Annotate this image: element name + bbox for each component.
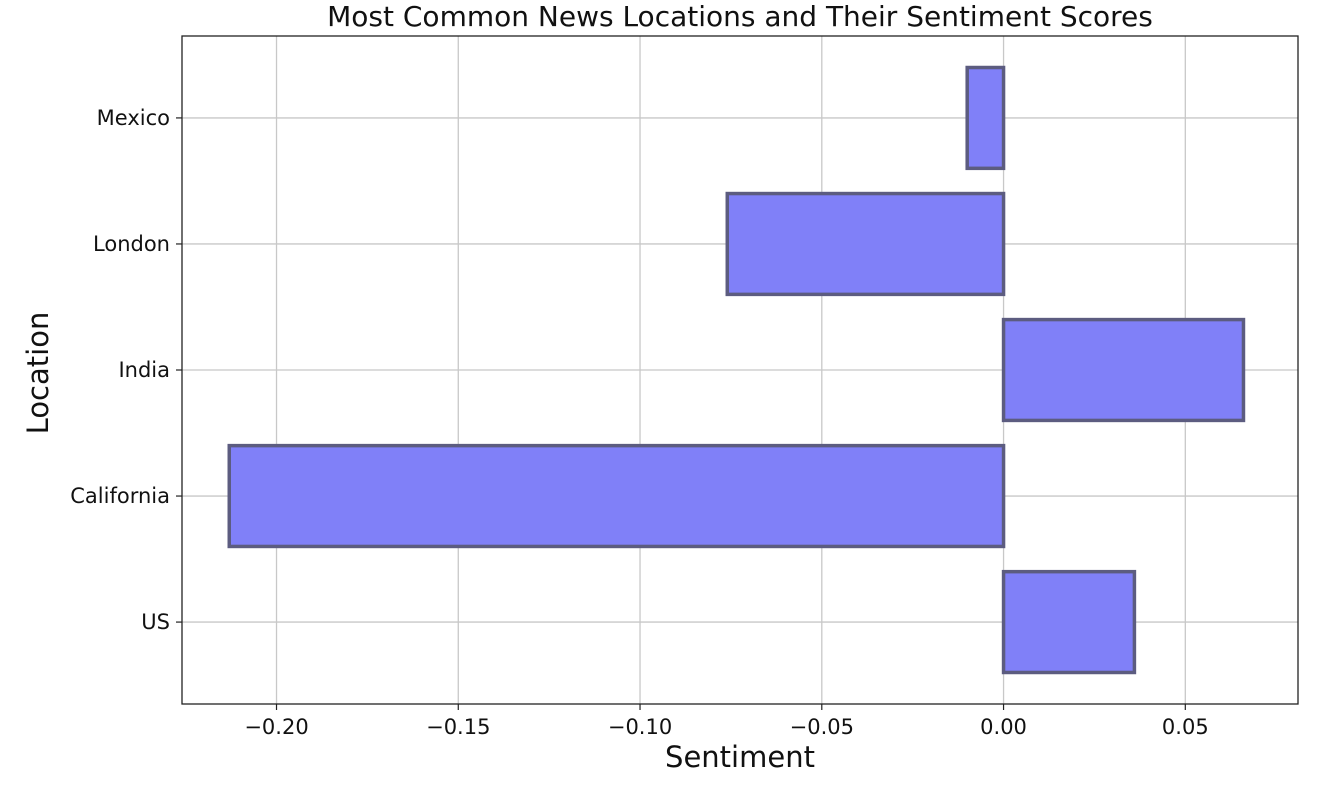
x-tick-label: 0.00 <box>980 715 1027 739</box>
bar-mexico <box>965 65 1006 171</box>
bar-us <box>1001 569 1137 675</box>
bar-california <box>227 443 1006 549</box>
x-tick-label: −0.10 <box>608 715 672 739</box>
bars <box>227 65 1246 675</box>
y-tick-label: US <box>141 610 170 634</box>
y-tick-label: London <box>93 232 170 256</box>
y-axis-label: Location <box>21 312 55 435</box>
x-tick-label: −0.15 <box>426 715 490 739</box>
x-tick-label: 0.05 <box>1162 715 1209 739</box>
bar-london <box>725 191 1006 297</box>
chart-title: Most Common News Locations and Their Sen… <box>327 0 1153 33</box>
y-tick-label: California <box>70 484 170 508</box>
x-tick-label: −0.05 <box>790 715 854 739</box>
x-axis-label: Sentiment <box>665 740 815 774</box>
axis-ticks: −0.20 −0.15 −0.10 −0.05 0.00 0.05 US California… <box>70 106 1208 739</box>
bar-india <box>1001 317 1246 423</box>
y-tick-label: India <box>118 358 170 382</box>
x-tick-label: −0.20 <box>244 715 308 739</box>
y-tick-label: Mexico <box>97 106 170 130</box>
